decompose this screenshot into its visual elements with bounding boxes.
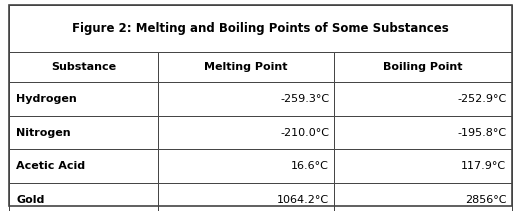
Text: Nitrogen: Nitrogen — [16, 128, 71, 138]
Bar — [9, 116, 157, 149]
Text: Gold: Gold — [16, 195, 44, 204]
Bar — [157, 52, 334, 82]
Text: 1064.2°C: 1064.2°C — [277, 195, 329, 204]
Bar — [9, 183, 157, 211]
Text: 16.6°C: 16.6°C — [291, 161, 329, 171]
Text: -210.0°C: -210.0°C — [280, 128, 329, 138]
Bar — [157, 116, 334, 149]
Bar — [157, 149, 334, 183]
Text: -259.3°C: -259.3°C — [280, 94, 329, 104]
Bar — [334, 183, 512, 211]
Bar — [334, 52, 512, 82]
Text: Substance: Substance — [51, 62, 116, 72]
Text: -195.8°C: -195.8°C — [457, 128, 506, 138]
Bar — [157, 82, 334, 116]
Bar — [9, 52, 157, 82]
Text: 117.9°C: 117.9°C — [461, 161, 506, 171]
Bar — [9, 5, 512, 52]
Bar — [334, 116, 512, 149]
Text: Acetic Acid: Acetic Acid — [16, 161, 85, 171]
Bar — [157, 183, 334, 211]
Text: Boiling Point: Boiling Point — [383, 62, 463, 72]
Bar — [9, 82, 157, 116]
Bar — [334, 82, 512, 116]
Text: Figure 2: Melting and Boiling Points of Some Substances: Figure 2: Melting and Boiling Points of … — [72, 22, 449, 35]
Bar — [334, 149, 512, 183]
Bar — [9, 149, 157, 183]
Text: Hydrogen: Hydrogen — [16, 94, 77, 104]
Text: Melting Point: Melting Point — [204, 62, 288, 72]
Text: 2856°C: 2856°C — [465, 195, 506, 204]
Text: -252.9°C: -252.9°C — [457, 94, 506, 104]
